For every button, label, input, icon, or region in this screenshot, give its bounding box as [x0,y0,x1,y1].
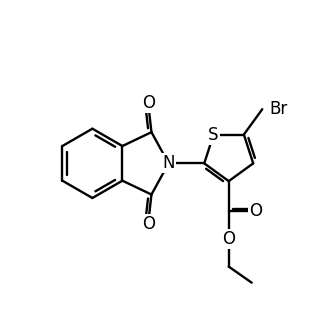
Text: O: O [249,203,262,220]
Text: O: O [142,94,155,112]
Text: N: N [162,154,175,172]
Text: O: O [222,230,235,248]
Text: Br: Br [270,100,288,118]
Text: O: O [142,214,155,233]
Text: S: S [208,126,219,144]
